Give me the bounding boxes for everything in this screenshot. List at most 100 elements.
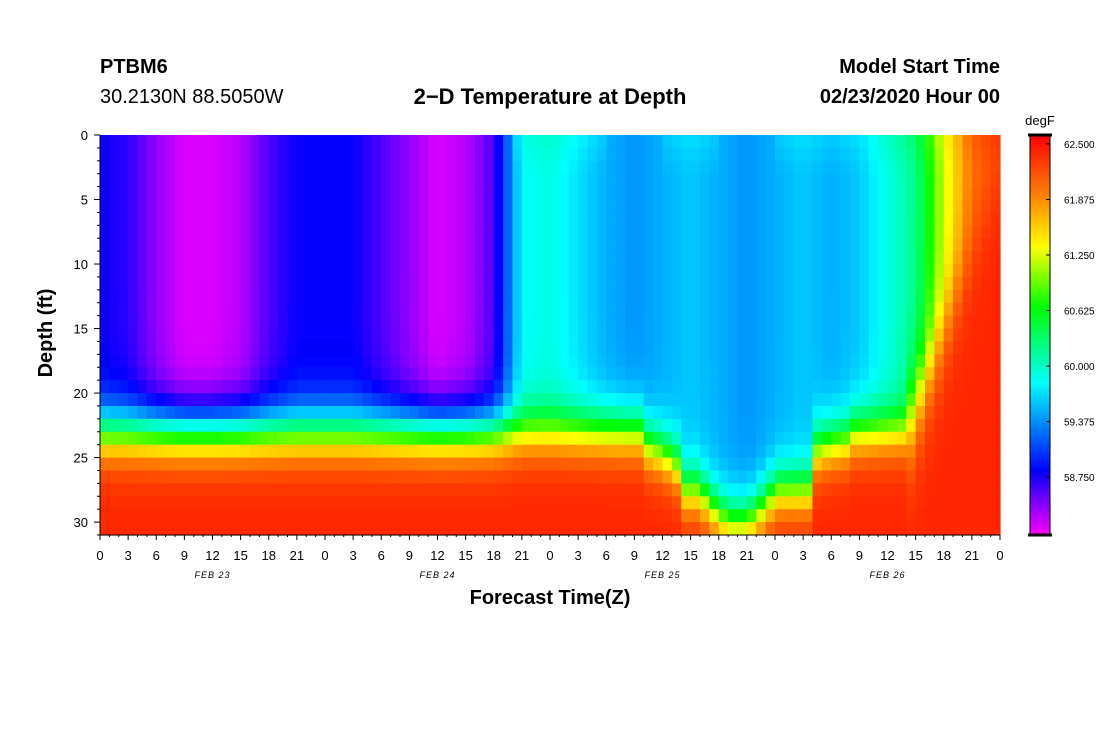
heatmap-cell (268, 457, 279, 472)
heatmap-cell (456, 315, 467, 330)
heatmap-cell (634, 251, 645, 265)
heatmap-cell (221, 147, 232, 162)
heatmap-cell (465, 238, 476, 252)
x-tick-label: 3 (125, 548, 132, 563)
heatmap-cell (559, 173, 570, 188)
heatmap-cell (268, 483, 279, 497)
heatmap-cell (962, 238, 973, 252)
heatmap-cell (568, 354, 579, 368)
heatmap-cell (353, 341, 364, 355)
heatmap-cell (540, 354, 551, 368)
heatmap-cell (934, 483, 945, 497)
heatmap-cell (840, 276, 851, 291)
heatmap-cell (831, 444, 842, 459)
heatmap-cell (756, 522, 767, 536)
heatmap-cell (775, 405, 785, 420)
heatmap-cell (493, 457, 504, 472)
heatmap-cell (878, 135, 889, 149)
heatmap-cell (306, 225, 317, 239)
heatmap-cell (278, 276, 289, 291)
heatmap-cell (718, 147, 729, 162)
heatmap-cell (803, 341, 814, 355)
heatmap-cell (709, 238, 720, 252)
heatmap-cell (728, 147, 739, 162)
y-axis-title: Depth (ft) (35, 289, 57, 378)
heatmap-cell (868, 522, 879, 536)
heatmap-cell (259, 186, 270, 201)
heatmap-cell (990, 405, 1001, 420)
heatmap-cell (146, 328, 157, 343)
heatmap-cell (896, 483, 907, 497)
x-tick-label: 12 (205, 548, 219, 563)
heatmap-cell (418, 173, 429, 188)
heatmap-cell (831, 302, 842, 317)
heatmap-cell (634, 418, 645, 433)
heatmap-cell (381, 380, 392, 394)
heatmap-cell (475, 354, 485, 368)
heatmap-cell (981, 135, 992, 149)
heatmap-cell (475, 289, 485, 304)
heatmap-cell (484, 225, 495, 239)
heatmap-cell (718, 238, 729, 252)
heatmap-cell (990, 135, 1001, 149)
heatmap-cell (690, 264, 701, 278)
heatmap-cell (484, 328, 495, 343)
heatmap-cell (212, 212, 223, 226)
heatmap-cell (559, 199, 570, 214)
heatmap-cell (137, 483, 148, 497)
heatmap-cell (784, 393, 795, 407)
heatmap-cell (578, 405, 589, 420)
heatmap-cell (371, 264, 382, 278)
heatmap-cell (390, 470, 401, 484)
heatmap-cell (812, 367, 823, 381)
heatmap-cell (643, 341, 654, 355)
heatmap-cell (850, 225, 860, 239)
heatmap-cell (503, 315, 514, 330)
heatmap-cell (803, 328, 814, 343)
heatmap-cell (550, 341, 560, 355)
heatmap-cell (465, 483, 476, 497)
heatmap-cell (231, 315, 242, 330)
heatmap-cell (484, 186, 495, 201)
heatmap-cell (109, 199, 120, 214)
heatmap-cell (184, 186, 195, 201)
heatmap-cell (850, 135, 860, 149)
heatmap-cell (118, 380, 129, 394)
heatmap-cell (821, 173, 832, 188)
heatmap-cell (146, 276, 157, 291)
heatmap-cell (381, 135, 392, 149)
date-label: FEB 23 (194, 570, 230, 580)
heatmap-cell (118, 238, 129, 252)
heatmap-cell (803, 393, 814, 407)
heatmap-cell (596, 483, 607, 497)
heatmap-cell (193, 457, 204, 472)
heatmap-cell (343, 199, 354, 214)
heatmap-cell (896, 405, 907, 420)
heatmap-cell (906, 367, 917, 381)
heatmap-cell (493, 431, 504, 446)
heatmap-cell (981, 186, 992, 201)
heatmap-cell (503, 470, 514, 484)
heatmap-cell (390, 238, 401, 252)
heatmap-cell (306, 354, 317, 368)
heatmap-cell (578, 173, 589, 188)
heatmap-cell (587, 147, 598, 162)
heatmap-cell (409, 238, 420, 252)
heatmap-cell (587, 496, 598, 510)
heatmap-cell (259, 289, 270, 304)
heatmap-cell (259, 405, 270, 420)
heatmap-cell (896, 147, 907, 162)
heatmap-cell (812, 238, 823, 252)
heatmap-cell (634, 393, 645, 407)
heatmap-cell (746, 496, 757, 510)
heatmap-cell (934, 328, 945, 343)
heatmap-cell (418, 496, 429, 510)
heatmap-cell (981, 509, 992, 523)
heatmap-cell (775, 328, 785, 343)
heatmap-cell (709, 509, 720, 523)
heatmap-cell (625, 470, 635, 484)
heatmap-cell (334, 186, 345, 201)
heatmap-cell (934, 238, 945, 252)
heatmap-cell (203, 522, 214, 536)
heatmap-cell (362, 264, 373, 278)
